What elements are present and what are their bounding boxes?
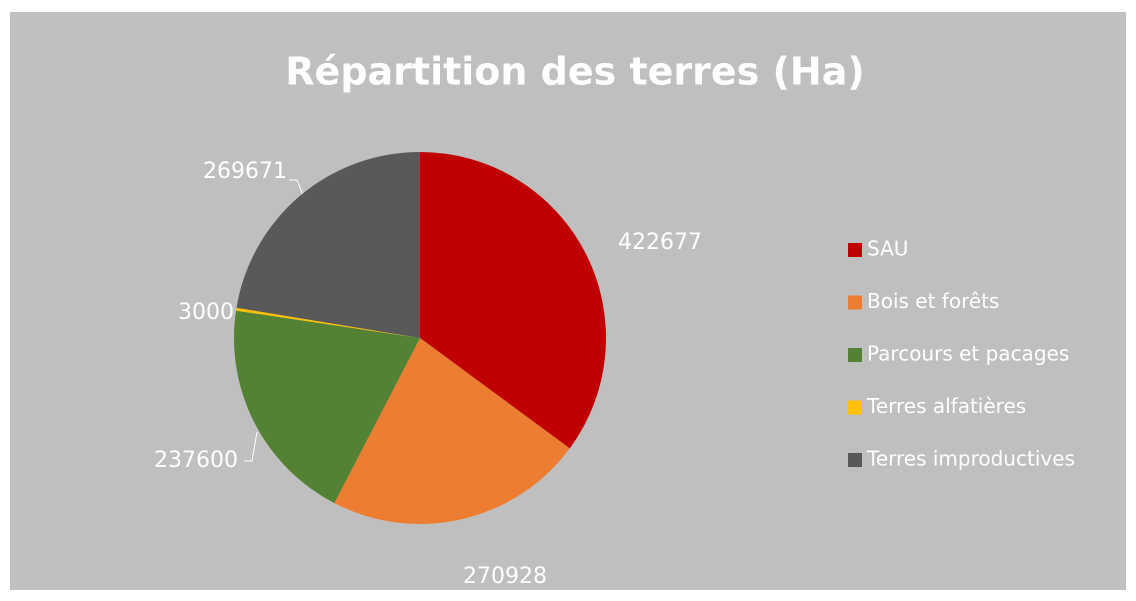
leader-line — [289, 179, 306, 201]
legend-label: Parcours et pacages — [867, 342, 1069, 366]
legend-swatch — [848, 295, 862, 310]
legend-label: Terres improductives — [866, 447, 1075, 471]
pie-slice — [334, 338, 570, 524]
pie-slice — [236, 307, 420, 338]
pie-slice — [236, 152, 420, 338]
data-label: 3000 — [178, 300, 234, 325]
legend-swatch — [848, 400, 862, 415]
data-label: 422677 — [618, 230, 702, 255]
data-label: 270928 — [463, 564, 547, 589]
legend-swatch — [848, 453, 862, 467]
pie-slice — [420, 152, 606, 449]
data-label: 237600 — [154, 448, 238, 473]
data-label: 269671 — [203, 159, 287, 184]
leader-line — [244, 431, 258, 462]
legend-swatch — [848, 243, 862, 257]
legend-swatch — [848, 348, 862, 362]
legend-label: Terres alfatières — [866, 394, 1026, 418]
legend-label: SAU — [867, 237, 908, 261]
pie-slice — [234, 310, 420, 504]
legend-label: Bois et forêts — [867, 289, 999, 313]
chart-title: Répartition des terres (Ha) — [285, 50, 864, 94]
